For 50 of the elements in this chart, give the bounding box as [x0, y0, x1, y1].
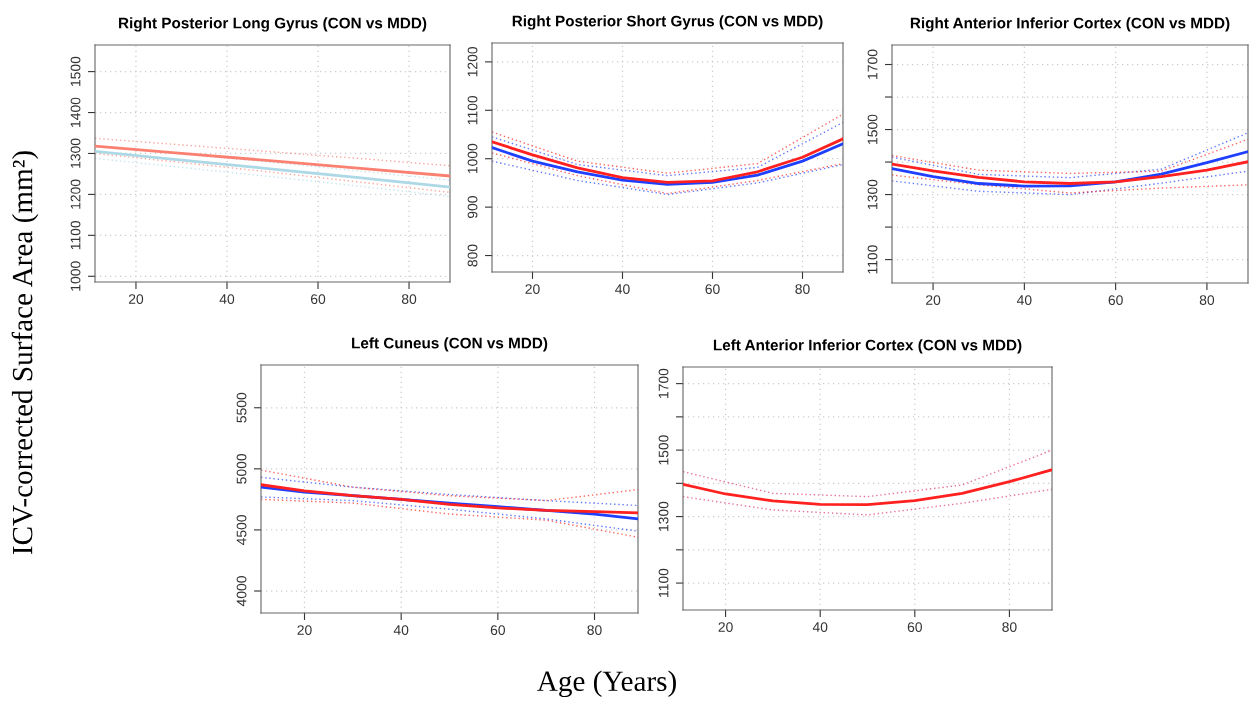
x-tick-label: 40: [1016, 295, 1032, 306]
y-tick-label: 1000: [467, 143, 478, 174]
chart-title: Right Posterior Short Gyrus (CON vs MDD): [512, 15, 823, 30]
y-tick-label: 1300: [867, 179, 878, 209]
y-axis-title: ICV-corrected Surface Area (mm²): [11, 151, 39, 555]
y-tick-label: 1300: [70, 138, 81, 168]
y-tick-label: 1000: [70, 261, 81, 291]
y-tick-label: 1100: [70, 220, 81, 250]
chart-title: Left Cuneus (CON vs MDD): [352, 337, 548, 352]
y-tick-label: 1200: [70, 179, 81, 209]
chart-title: Left Anterior Inferior Cortex (CON vs MDD): [713, 339, 1022, 354]
x-tick-label: 20: [525, 284, 540, 295]
y-tick-label: 1700: [867, 49, 878, 79]
y-tick-label: 4000: [236, 576, 247, 607]
x-tick-label: 60: [1108, 295, 1123, 306]
y-tick-label: 1100: [658, 568, 669, 597]
x-tick-label: 80: [1002, 622, 1017, 633]
x-tick-label: 40: [219, 294, 235, 305]
chart-title: Right Posterior Long Gyrus (CON vs MDD): [119, 17, 427, 32]
y-tick-label: 1400: [70, 97, 81, 127]
x-tick-label: 20: [718, 622, 733, 633]
y-tick-label: 1700: [658, 368, 669, 399]
y-tick-label: 1300: [658, 501, 669, 531]
x-tick-label: 40: [812, 622, 828, 633]
x-tick-label: 60: [907, 622, 922, 633]
y-tick-label: 5500: [236, 392, 247, 423]
y-tick-label: 4500: [236, 515, 247, 546]
x-tick-label: 80: [587, 625, 602, 636]
x-tick-label: 80: [1199, 295, 1215, 306]
y-tick-label: 1500: [658, 435, 669, 465]
y-tick-label: 5000: [236, 453, 247, 484]
y-tick-label: 900: [467, 196, 478, 219]
y-tick-label: 800: [467, 244, 478, 267]
y-tick-label: 1500: [867, 114, 878, 144]
x-tick-label: 80: [795, 284, 810, 295]
x-tick-label: 40: [615, 284, 630, 295]
x-tick-label: 20: [128, 294, 144, 305]
x-tick-label: 60: [705, 284, 720, 295]
x-tick-label: 60: [490, 625, 506, 636]
y-tick-label: 1100: [467, 95, 478, 125]
x-tick-label: 80: [401, 294, 417, 305]
chart-title: Right Anterior Inferior Cortex (CON vs MDD): [910, 17, 1230, 32]
y-tick-label: 1200: [467, 46, 478, 77]
y-tick-label: 1500: [70, 56, 81, 86]
x-tick-label: 60: [310, 294, 326, 305]
x-tick-label: 40: [393, 625, 409, 636]
x-tick-label: 20: [926, 295, 941, 306]
y-tick-label: 1100: [867, 245, 878, 274]
x-tick-label: 20: [297, 625, 312, 636]
x-axis-title: Age (Years): [537, 670, 676, 698]
